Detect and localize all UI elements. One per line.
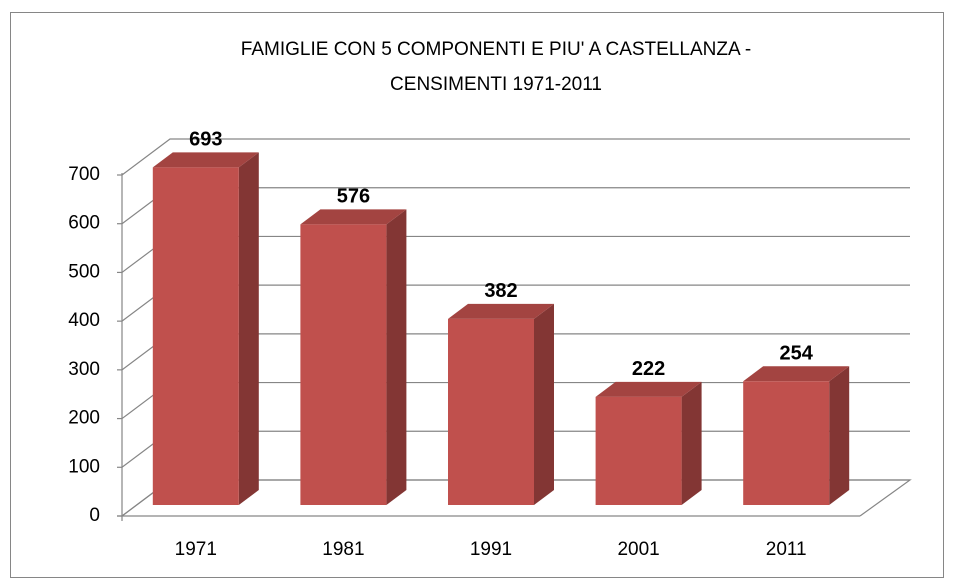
y-tick-label: 700 — [68, 164, 100, 185]
y-tick-label: 100 — [68, 456, 100, 477]
bar-side — [681, 381, 702, 505]
y-tick-label: 500 — [68, 261, 100, 282]
x-tick-label: 1991 — [470, 539, 512, 560]
x-tick-label: 2011 — [766, 539, 807, 560]
value-label: 693 — [189, 129, 222, 151]
value-label: 254 — [780, 343, 814, 365]
chart-title: FAMIGLIE CON 5 COMPONENTI E PIU' A CASTE… — [241, 39, 751, 60]
y-tick-label: 400 — [68, 310, 100, 331]
bar-top — [448, 303, 554, 319]
bar — [300, 224, 387, 506]
y-tick-label: 300 — [68, 359, 100, 380]
chart-title: CENSIMENTI 1971-2011 — [390, 74, 602, 95]
bar — [595, 396, 682, 505]
bar — [152, 167, 239, 505]
bar-top — [300, 209, 407, 225]
x-tick-label: 1981 — [322, 539, 364, 560]
bar-side — [386, 209, 407, 506]
bar-top — [595, 381, 702, 397]
value-label: 382 — [484, 280, 517, 302]
y-tick-label: 0 — [89, 505, 100, 526]
grid-line — [121, 138, 910, 176]
x-tick-label: 2001 — [617, 539, 659, 560]
y-tick-label: 600 — [68, 213, 100, 234]
y-tick-label: 200 — [68, 408, 100, 429]
bar-top — [743, 366, 850, 382]
bar-side — [238, 152, 259, 505]
bar — [448, 318, 534, 505]
value-label: 222 — [632, 358, 665, 380]
bar-side — [534, 303, 554, 505]
x-tick-label: 1971 — [175, 539, 217, 560]
bar — [743, 381, 830, 505]
value-label: 576 — [337, 186, 370, 208]
bar-top — [152, 152, 259, 168]
bar-side — [829, 366, 850, 505]
